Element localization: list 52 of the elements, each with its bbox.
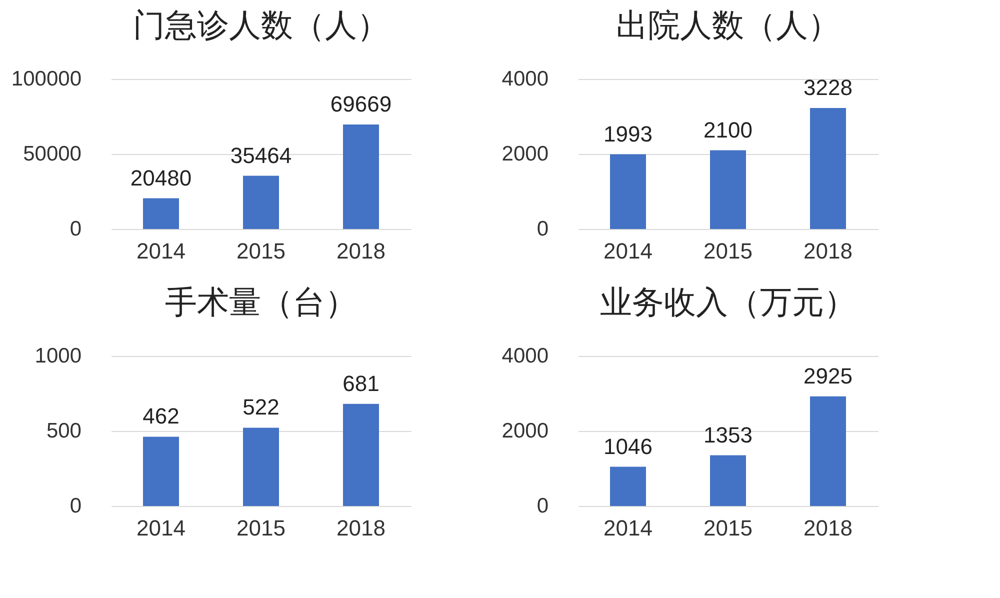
bar — [143, 198, 179, 229]
chart-title: 业务收入（万元） — [600, 284, 856, 320]
y-tick-label: 0 — [536, 218, 548, 240]
x-tick-label: 2014 — [604, 516, 652, 540]
bar — [243, 428, 279, 506]
bar — [610, 466, 646, 506]
y-tick-label: 4000 — [502, 344, 548, 368]
y-tick-label: 2000 — [502, 142, 548, 166]
bar — [143, 436, 179, 506]
x-tick-label: 2018 — [336, 516, 386, 540]
data-label: 2100 — [704, 117, 752, 142]
x-tick-label: 2018 — [804, 238, 852, 264]
y-tick-label: 100000 — [11, 68, 82, 90]
y-tick-label: 50000 — [23, 142, 82, 166]
y-tick-label: 500 — [46, 420, 82, 442]
bar — [810, 396, 846, 506]
y-tick-label: 2000 — [502, 420, 548, 442]
bar — [810, 108, 846, 229]
y-tick-label: 4000 — [502, 68, 548, 90]
bar — [243, 176, 279, 229]
x-tick-label: 2015 — [236, 238, 286, 264]
bar — [343, 404, 379, 506]
data-label: 1993 — [604, 121, 652, 146]
data-label: 522 — [242, 394, 280, 420]
bar — [343, 124, 379, 229]
x-tick-label: 2015 — [704, 238, 752, 264]
data-label: 462 — [142, 404, 180, 429]
y-tick-label: 0 — [70, 218, 82, 240]
data-label: 1353 — [704, 422, 752, 448]
bar — [710, 150, 746, 229]
x-tick-label: 2014 — [136, 238, 186, 264]
x-tick-label: 2014 — [136, 516, 186, 540]
x-tick-label: 2015 — [704, 516, 752, 540]
chart-title: 手术量（台） — [165, 284, 357, 320]
data-label: 3228 — [804, 74, 852, 100]
bar — [710, 455, 746, 506]
x-tick-label: 2015 — [236, 516, 286, 540]
y-tick-label: 0 — [536, 494, 548, 518]
data-label: 69669 — [330, 91, 392, 116]
data-label: 2925 — [804, 363, 852, 388]
y-tick-label: 1000 — [34, 344, 82, 368]
data-label: 1046 — [604, 434, 652, 459]
x-tick-label: 2018 — [336, 238, 386, 264]
chart-title: 门急诊人数（人） — [133, 7, 389, 43]
x-tick-label: 2014 — [604, 238, 652, 264]
data-label: 20480 — [130, 165, 192, 190]
chart-title: 出院人数（人） — [616, 7, 840, 43]
y-tick-label: 0 — [70, 494, 82, 518]
data-label: 681 — [342, 370, 380, 396]
data-label: 35464 — [230, 142, 292, 168]
bar — [610, 154, 646, 229]
x-tick-label: 2018 — [804, 516, 852, 540]
